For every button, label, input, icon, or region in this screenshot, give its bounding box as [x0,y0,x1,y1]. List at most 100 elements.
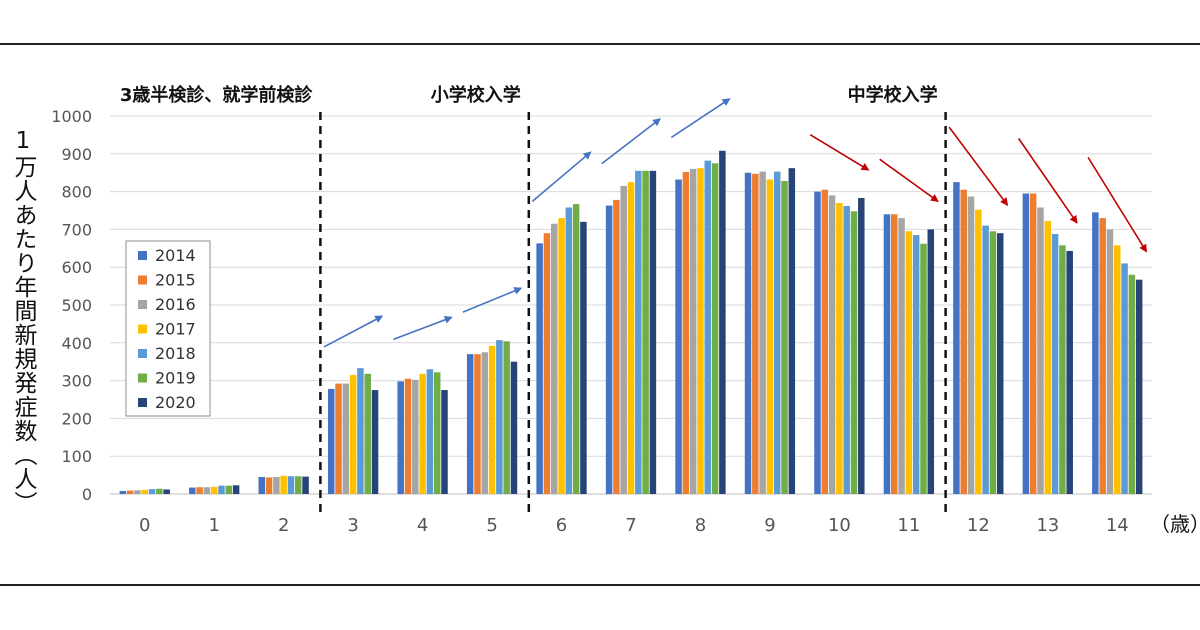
bar [404,378,412,494]
legend-swatch [138,373,147,383]
x-tick-label: 1 [208,515,219,536]
bar [225,485,233,494]
legend-label: 2018 [155,344,196,363]
bar [675,179,682,494]
bar [649,170,657,494]
bar [1092,212,1099,494]
bar [141,489,148,494]
bar [858,198,865,494]
bar [1135,279,1143,494]
bar [466,354,474,494]
x-tick-label: 12 [967,515,990,536]
x-tick-label: 14 [1106,515,1129,536]
bar [572,204,580,494]
bar [1099,218,1106,494]
bar [821,189,829,494]
bar [850,211,858,494]
bar [163,489,170,494]
bar [558,218,565,494]
legend-label: 2016 [155,295,196,314]
x-tick-label: 6 [556,515,567,536]
bar [580,221,587,494]
bar [766,179,774,494]
x-tick-label: 9 [764,515,775,536]
bar [218,485,225,494]
legend-label: 2014 [155,246,196,265]
legend-label: 2017 [155,320,196,339]
bar [441,390,448,494]
trend-arrow [879,158,939,203]
bar [287,476,295,494]
bar [613,199,620,495]
bar [989,231,997,495]
y-tick-label: 1000 [51,107,92,126]
bar [134,490,141,494]
bar [196,487,203,494]
bar [481,352,489,494]
bar [419,373,426,494]
bar [927,229,935,494]
y-tick-label: 700 [61,220,92,239]
bar [265,477,273,494]
bar [788,168,796,494]
bar [496,340,503,494]
bar [912,235,920,494]
y-tick-label: 200 [61,409,92,428]
bar [342,383,350,494]
x-tick-label: 2 [278,515,289,536]
bar [536,243,543,494]
bar [814,191,821,494]
bar [967,196,975,494]
bar [426,369,434,494]
x-tick-label: 0 [139,515,150,536]
y-tick-label: 600 [61,258,92,277]
trend-arrow [393,315,453,341]
bar [620,185,627,494]
y-tick-label: 900 [61,145,92,164]
bar [488,345,496,494]
bar [905,231,913,495]
bar [642,170,649,494]
x-tick-label: 4 [417,515,428,536]
bar [295,476,302,494]
bar [744,172,752,494]
bar [605,205,613,494]
bar [781,181,788,494]
trend-arrow [1087,156,1148,253]
section-annotation: 小学校入学 [431,84,521,106]
trend-arrow [1017,138,1078,224]
bar [565,207,573,495]
bar [543,233,551,494]
bar [1114,245,1121,494]
bottom-border [0,584,1200,586]
trend-arrow [601,118,661,165]
bar [773,171,781,494]
x-tick-label: 10 [828,515,851,536]
trend-arrow [462,287,523,313]
y-tick-label: 100 [61,447,92,466]
legend-label: 2019 [155,369,196,388]
bar [1044,221,1052,494]
trend-arrow [809,134,870,171]
bar [126,490,134,494]
bar [371,390,379,494]
bar [203,487,211,494]
bar [689,168,697,495]
bar [704,160,712,494]
bar [412,379,419,494]
bar [996,233,1004,494]
trend-arrow [323,315,384,348]
bar [635,170,642,494]
x-tick-label: 7 [625,515,636,536]
bar [891,214,898,494]
y-tick-label: 500 [61,296,92,315]
trend-arrow [948,126,1009,206]
bar [1029,193,1037,495]
legend-swatch [138,251,147,260]
bar [960,189,967,494]
bar [503,341,510,494]
y-tick-label: 800 [61,183,92,202]
bar [836,202,843,494]
section-annotation: 中学校入学 [848,84,938,106]
